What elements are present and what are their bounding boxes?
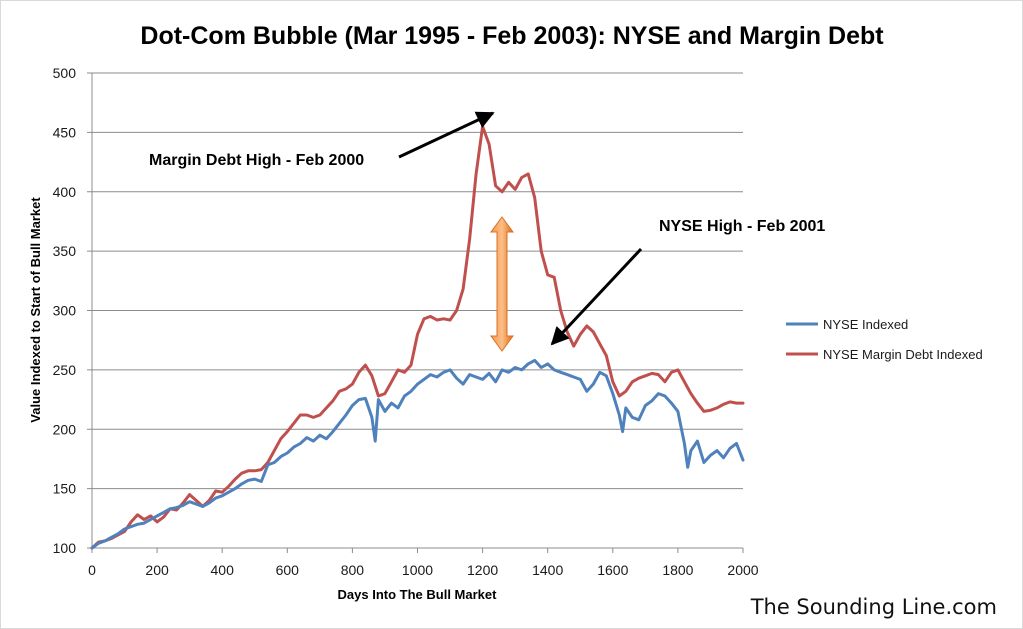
x-tick-label: 1400 <box>532 562 563 578</box>
gap-double-arrow <box>490 216 514 352</box>
y-tick-label: 200 <box>53 421 77 437</box>
y-tick-label: 500 <box>53 65 77 81</box>
series-line-margin-debt-indexed <box>90 124 745 550</box>
annotation-arrow-nyse <box>550 247 643 346</box>
y-tick-label: 350 <box>53 243 77 259</box>
legend: NYSE Indexed NYSE Margin Debt Indexed <box>786 317 983 362</box>
x-tick-label: 200 <box>145 562 169 578</box>
x-tick-label: 600 <box>276 562 300 578</box>
x-tick-label: 1600 <box>597 562 628 578</box>
x-tick-label: 800 <box>341 562 365 578</box>
grid-lines <box>92 72 743 490</box>
axes <box>87 72 744 553</box>
x-tick-label: 1800 <box>662 562 693 578</box>
legend-label-nyse: NYSE Indexed <box>823 317 908 332</box>
y-tick-label: 250 <box>53 362 77 378</box>
y-axis-title: Value Indexed to Start of Bull Market <box>28 197 43 423</box>
legend-label-margin-debt: NYSE Margin Debt Indexed <box>823 347 983 362</box>
series-lines <box>90 124 745 550</box>
series-line-nyse-indexed <box>90 358 745 550</box>
x-tick-label: 400 <box>211 562 235 578</box>
annotation-nyse-high: NYSE High - Feb 2001 <box>659 218 825 235</box>
chart-title: Dot-Com Bubble (Mar 1995 - Feb 2003): NY… <box>140 22 884 50</box>
x-tick-label: 0 <box>88 562 96 578</box>
x-tick-label: 1000 <box>402 562 433 578</box>
y-tick-label: 450 <box>53 124 77 140</box>
y-tick-label: 100 <box>53 540 77 556</box>
x-axis-title: Days Into The Bull Market <box>338 587 498 602</box>
y-tick-labels: 100 150 200 250 300 350 400 450 500 <box>53 65 77 556</box>
x-tick-labels: 0 200 400 600 800 1000 1200 1400 1600 1800 2000 <box>88 562 759 578</box>
watermark: The Sounding Line.com <box>750 595 997 619</box>
y-tick-label: 300 <box>53 303 77 319</box>
y-tick-label: 150 <box>53 481 77 497</box>
x-tick-label: 1200 <box>467 562 498 578</box>
annotation-margin-debt-high: Margin Debt High - Feb 2000 <box>149 152 364 169</box>
y-tick-label: 400 <box>53 184 77 200</box>
annotation-arrow-margin-debt <box>398 111 495 159</box>
x-tick-label: 2000 <box>727 562 758 578</box>
